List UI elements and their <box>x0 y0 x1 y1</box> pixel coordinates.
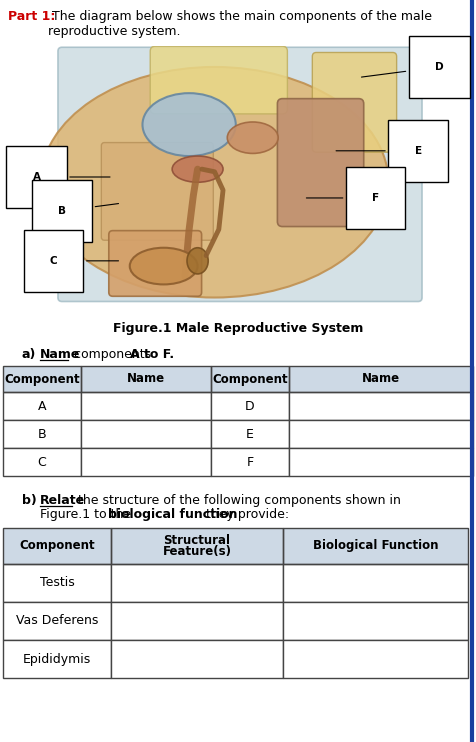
Text: Feature(s): Feature(s) <box>162 545 231 558</box>
Text: a): a) <box>22 348 36 361</box>
Bar <box>288 392 472 420</box>
Text: B: B <box>58 203 118 216</box>
Text: Structural: Structural <box>163 534 230 547</box>
Text: they provide:: they provide: <box>201 508 288 521</box>
Bar <box>3 528 467 564</box>
Text: Name: Name <box>127 372 165 386</box>
Text: B: B <box>38 427 46 441</box>
Bar <box>111 640 282 678</box>
Bar <box>282 602 467 640</box>
Bar <box>3 448 81 476</box>
Ellipse shape <box>40 67 387 298</box>
Bar <box>3 420 81 448</box>
Bar <box>288 448 472 476</box>
Text: D: D <box>361 62 443 77</box>
Text: biological function: biological function <box>108 508 237 521</box>
FancyBboxPatch shape <box>277 99 363 226</box>
Bar <box>111 528 282 564</box>
FancyBboxPatch shape <box>58 47 421 301</box>
Bar <box>3 564 111 602</box>
Text: Part 1:: Part 1: <box>8 10 55 23</box>
FancyBboxPatch shape <box>150 46 287 114</box>
Text: Component: Component <box>4 372 79 386</box>
Bar <box>288 420 472 448</box>
Bar <box>282 528 467 564</box>
Bar <box>210 420 288 448</box>
Bar <box>3 602 111 640</box>
Text: Name: Name <box>40 348 80 361</box>
Bar <box>3 366 81 392</box>
Bar <box>210 448 288 476</box>
FancyBboxPatch shape <box>312 53 396 152</box>
Bar <box>210 392 288 420</box>
Bar <box>81 366 210 392</box>
Text: components: components <box>70 348 155 361</box>
Text: Figure.1 Male Reproductive System: Figure.1 Male Reproductive System <box>113 322 362 335</box>
Text: Relate: Relate <box>40 494 85 507</box>
Text: E: E <box>246 427 253 441</box>
Bar <box>3 640 111 678</box>
Bar <box>81 448 210 476</box>
FancyBboxPatch shape <box>101 142 213 240</box>
Text: the structure of the following components shown in: the structure of the following component… <box>74 494 400 507</box>
Text: A to F.: A to F. <box>130 348 174 361</box>
Bar <box>81 392 210 420</box>
Bar <box>282 640 467 678</box>
Text: Figure.1 to the: Figure.1 to the <box>40 508 135 521</box>
Text: b): b) <box>22 494 37 507</box>
Text: Biological Function: Biological Function <box>312 539 437 553</box>
Bar <box>3 392 81 420</box>
Ellipse shape <box>142 93 235 156</box>
Text: Name: Name <box>361 372 399 386</box>
Text: D: D <box>245 399 254 413</box>
Text: F: F <box>306 193 378 203</box>
Bar <box>111 564 282 602</box>
Ellipse shape <box>227 122 278 154</box>
Ellipse shape <box>129 248 197 284</box>
Text: Vas Deferens: Vas Deferens <box>16 614 98 628</box>
FancyBboxPatch shape <box>109 231 201 296</box>
Text: E: E <box>336 145 421 156</box>
Bar <box>282 564 467 602</box>
Text: F: F <box>246 456 253 468</box>
Bar <box>3 366 472 392</box>
Bar <box>288 366 472 392</box>
Text: A: A <box>38 399 46 413</box>
Text: Component: Component <box>212 372 287 386</box>
Bar <box>111 602 282 640</box>
Text: Component: Component <box>19 539 95 553</box>
Text: Testis: Testis <box>40 577 74 589</box>
Ellipse shape <box>172 156 223 183</box>
Text: C: C <box>50 256 118 266</box>
Text: A: A <box>32 172 110 182</box>
Text: C: C <box>38 456 46 468</box>
Bar <box>81 420 210 448</box>
Ellipse shape <box>187 248 208 274</box>
Bar <box>210 366 288 392</box>
Bar <box>3 528 111 564</box>
Text: Epididymis: Epididymis <box>23 652 91 666</box>
Text: The diagram below shows the main components of the male
reproductive system.: The diagram below shows the main compone… <box>48 10 431 38</box>
